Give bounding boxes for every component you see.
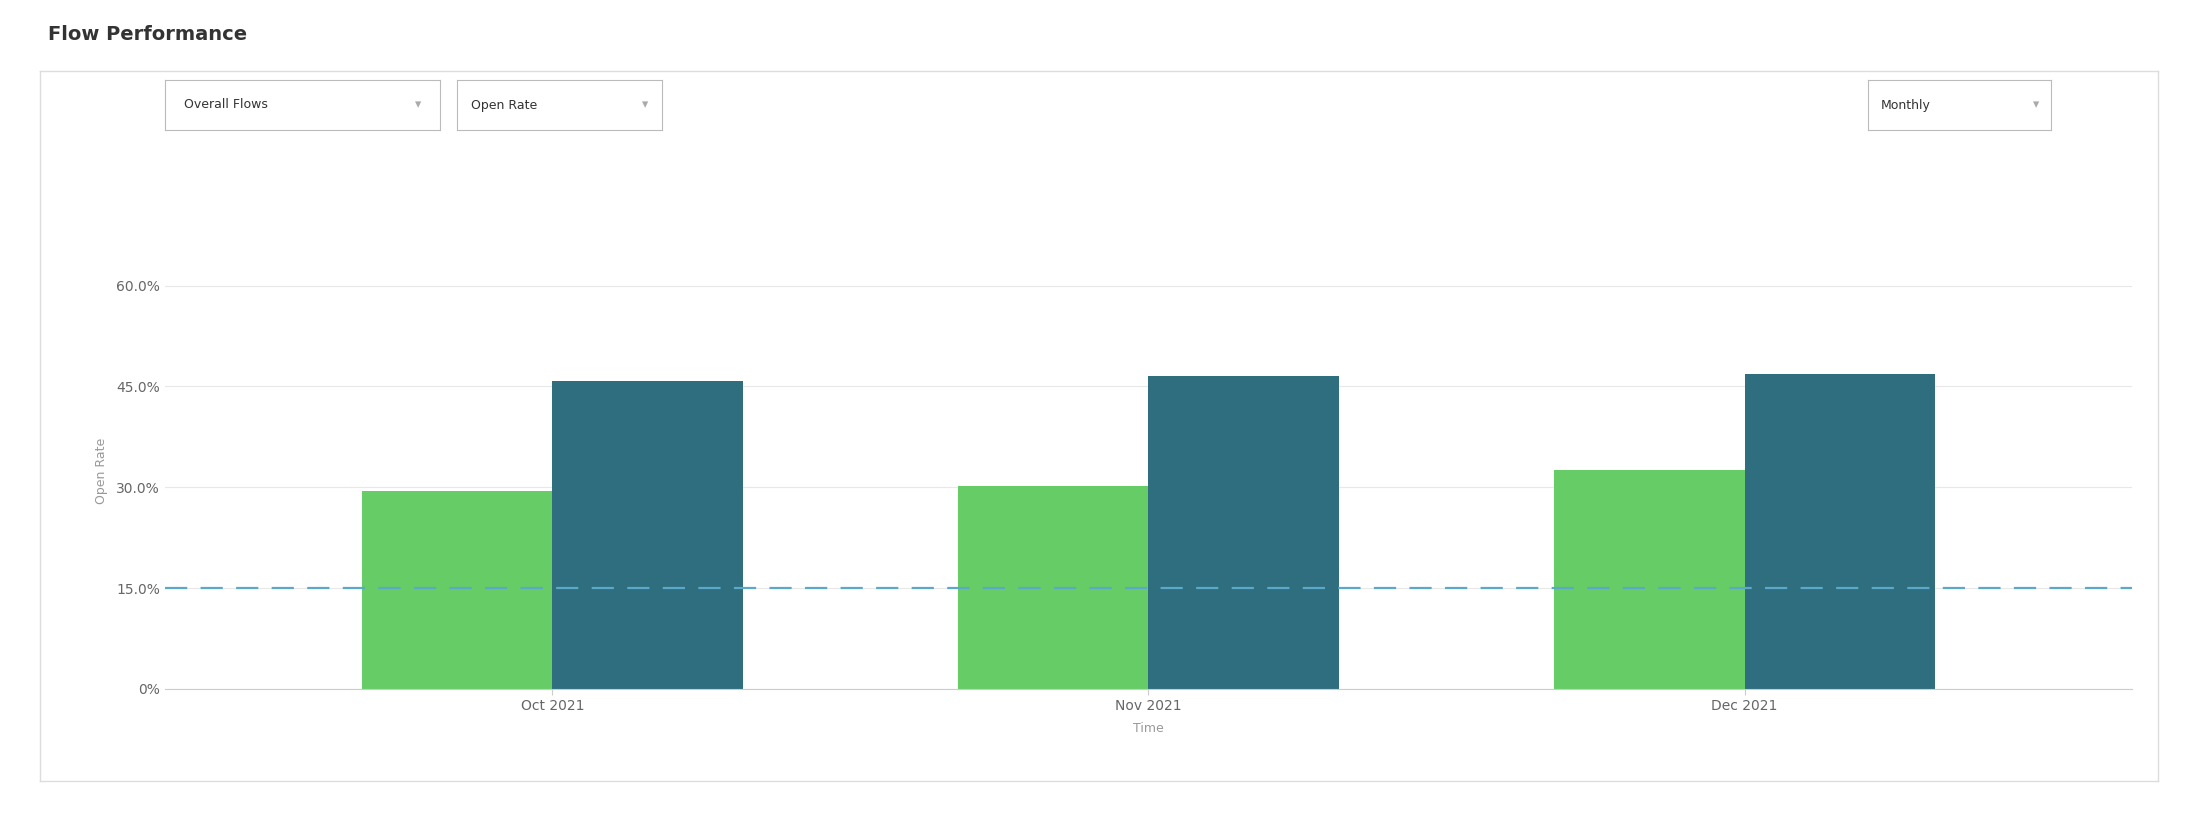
Bar	[958, 486, 1150, 689]
X-axis label: Time: Time	[1134, 722, 1163, 734]
Bar	[1554, 470, 1745, 689]
Text: Overall Flows: Overall Flows	[185, 98, 268, 112]
Bar	[360, 491, 552, 689]
Bar	[1745, 375, 1934, 689]
Text: ▾: ▾	[415, 98, 420, 112]
Text: Open Rate: Open Rate	[473, 98, 539, 112]
Bar	[1147, 376, 1339, 689]
Bar	[552, 381, 743, 689]
Text: ▾: ▾	[642, 98, 648, 112]
Text: Flow Performance: Flow Performance	[48, 25, 248, 45]
Text: Monthly: Monthly	[1881, 98, 1932, 112]
Y-axis label: Open Rate: Open Rate	[95, 438, 108, 503]
Text: ▾: ▾	[2033, 98, 2040, 112]
